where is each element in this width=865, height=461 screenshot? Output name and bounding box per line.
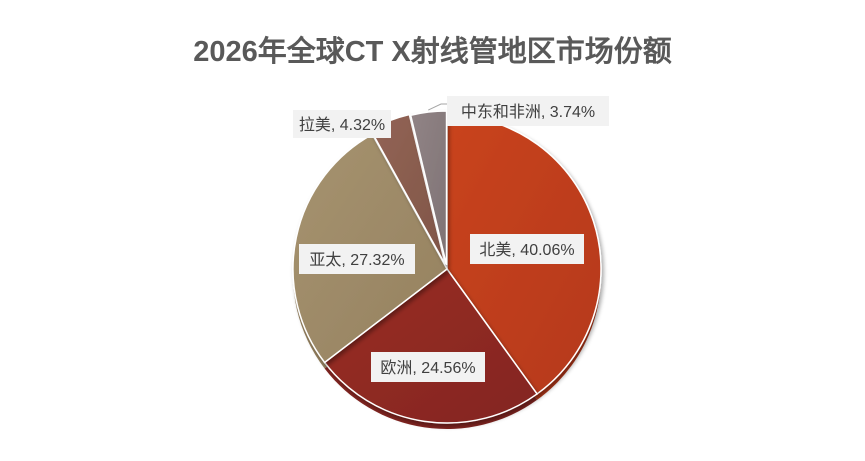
- leader-lines: [428, 103, 449, 111]
- data-label-text: 亚太, 27.32%: [309, 251, 404, 269]
- data-label-box: [293, 110, 391, 138]
- data-label-box: [371, 352, 485, 382]
- data-label-box: [470, 234, 584, 264]
- data-label: 亚太, 27.32%: [299, 244, 415, 274]
- data-label: 中东和非洲, 3.74%: [447, 96, 609, 126]
- data-label-text: 欧洲, 24.56%: [380, 359, 475, 377]
- pie-slice: [323, 267, 539, 424]
- data-label: 北美, 40.06%: [470, 234, 584, 264]
- pie-slice: [409, 110, 448, 266]
- data-label: 拉美, 4.32%: [293, 110, 391, 138]
- leader-line: [428, 103, 449, 111]
- data-label-text: 北美, 40.06%: [479, 241, 574, 259]
- data-label: 欧洲, 24.56%: [371, 352, 485, 382]
- data-label-box: [299, 244, 415, 274]
- data-label-text: 中东和非洲, 3.74%: [461, 103, 595, 121]
- data-labels: 北美, 40.06% 欧洲, 24.56% 亚太, 27.32% 拉美, 4.32% 中…: [293, 96, 609, 382]
- data-label-text: 拉美, 4.32%: [299, 116, 385, 134]
- chart-title: 2026年全球CT X射线管地区市场份额: [193, 36, 672, 68]
- data-label-box: [447, 96, 609, 126]
